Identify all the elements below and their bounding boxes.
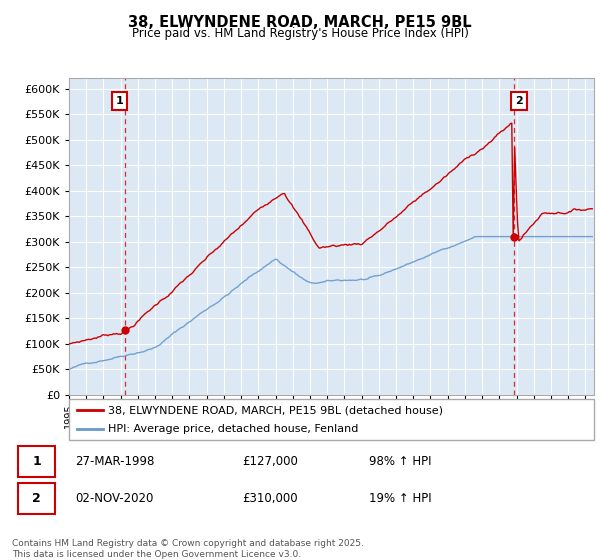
Text: 19% ↑ HPI: 19% ↑ HPI [369,492,432,505]
FancyBboxPatch shape [69,399,594,440]
Text: 1: 1 [32,455,41,468]
FancyBboxPatch shape [18,483,55,514]
Text: 38, ELWYNDENE ROAD, MARCH, PE15 9BL (detached house): 38, ELWYNDENE ROAD, MARCH, PE15 9BL (det… [109,405,443,415]
Text: Contains HM Land Registry data © Crown copyright and database right 2025.
This d: Contains HM Land Registry data © Crown c… [12,539,364,559]
Text: 02-NOV-2020: 02-NOV-2020 [76,492,154,505]
Text: 38, ELWYNDENE ROAD, MARCH, PE15 9BL: 38, ELWYNDENE ROAD, MARCH, PE15 9BL [128,15,472,30]
Text: 27-MAR-1998: 27-MAR-1998 [76,455,155,468]
Text: £310,000: £310,000 [242,492,298,505]
Text: 2: 2 [515,96,523,106]
Text: 2: 2 [32,492,41,505]
Text: HPI: Average price, detached house, Fenland: HPI: Average price, detached house, Fenl… [109,424,359,433]
Text: Price paid vs. HM Land Registry's House Price Index (HPI): Price paid vs. HM Land Registry's House … [131,27,469,40]
Text: £127,000: £127,000 [242,455,298,468]
FancyBboxPatch shape [18,446,55,477]
Text: 98% ↑ HPI: 98% ↑ HPI [369,455,431,468]
Text: 1: 1 [116,96,124,106]
